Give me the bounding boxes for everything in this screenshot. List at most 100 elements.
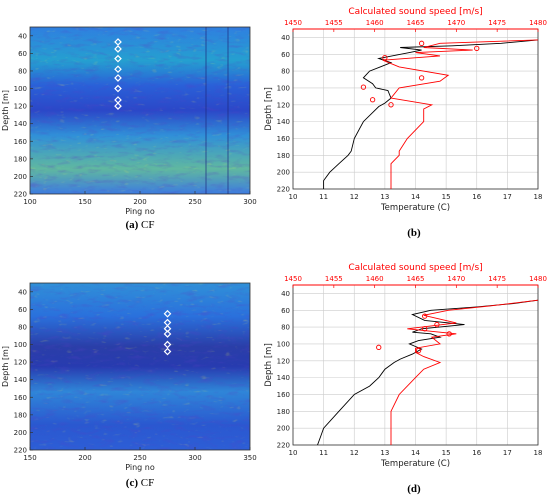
y-tick-label: 40 [18, 288, 27, 296]
profile-marker [360, 84, 367, 90]
caption-c: (c) CF [126, 477, 154, 489]
x-tick-label: 16 [472, 193, 481, 201]
y-tick-label: 220 [277, 186, 290, 194]
y-tick-label: 80 [281, 68, 290, 76]
y-tick-label: 100 [14, 85, 27, 93]
y-axis-label: Depth [m] [264, 343, 274, 387]
profile-marker [422, 313, 428, 319]
x-tick-label: 12 [350, 193, 359, 201]
top-tick-label: 1450 [284, 19, 302, 27]
y-tick-label: 160 [14, 138, 27, 146]
y-tick-label: 220 [277, 442, 290, 450]
x-tick-label: 10 [289, 449, 298, 457]
temperature-line [323, 39, 539, 189]
y-tick-label: 80 [18, 67, 27, 75]
y-tick-label: 140 [14, 376, 27, 384]
profile-marker [376, 344, 382, 350]
x-tick-label: 100 [23, 198, 36, 206]
y-tick-label: 200 [14, 429, 27, 437]
top-tick-label: 1470 [447, 19, 465, 27]
y-tick-label: 120 [14, 359, 27, 367]
x-axis-label: Ping no [125, 463, 155, 472]
y-tick-label: 160 [277, 135, 290, 143]
x-tick-label: 18 [534, 193, 543, 201]
y-tick-label: 40 [281, 34, 290, 42]
top-axis-title: Calculated sound speed [m/s] [348, 7, 482, 17]
x-tick-label: 17 [503, 193, 512, 201]
y-axis-label: Depth [m] [264, 87, 274, 131]
x-tick-label: 11 [319, 193, 328, 201]
diamond-marker [114, 38, 122, 46]
diamond-marker [114, 45, 122, 53]
top-tick-label: 1465 [407, 275, 425, 283]
temperature-line [317, 299, 539, 446]
x-tick-label: 15 [442, 193, 451, 201]
y-tick-label: 140 [277, 118, 290, 126]
profile-marker [418, 40, 425, 46]
x-tick-label: 11 [319, 449, 328, 457]
x-tick-label: 250 [188, 198, 201, 206]
x-tick-label: 18 [534, 449, 543, 457]
diamond-marker [114, 54, 122, 63]
y-tick-label: 220 [14, 191, 27, 199]
echogram-c-texture-bright [30, 283, 250, 450]
profile-marker [382, 54, 388, 61]
y-tick-label: 140 [277, 374, 290, 382]
y-axis-label: Depth [m] [1, 90, 10, 131]
y-tick-label: 200 [277, 425, 290, 433]
x-axis-label: Ping no [125, 207, 155, 216]
x-tick-label: 200 [133, 198, 146, 206]
y-tick-label: 80 [18, 323, 27, 331]
profile-marker [474, 45, 480, 52]
y-tick-label: 180 [14, 155, 27, 163]
panel-a: 100 150 200 250 300 40 60 80 100 120 140 160 180 200 2… [1, 26, 257, 231]
top-tick-label: 1460 [366, 19, 384, 27]
y-tick-label: 160 [277, 391, 290, 399]
diamond-marker [163, 347, 172, 356]
profile-marker [446, 331, 452, 337]
x-tick-label: 16 [472, 449, 481, 457]
x-tick-label: 12 [350, 449, 359, 457]
y-tick-label: 180 [277, 152, 290, 160]
diamond-marker [163, 330, 172, 338]
y-tick-label: 60 [18, 306, 27, 314]
y-tick-label: 180 [277, 408, 290, 416]
top-tick-label: 1480 [529, 275, 547, 283]
y-tick-label: 120 [14, 103, 27, 111]
echogram-a-texture-bright [30, 27, 250, 194]
profile-marker [369, 97, 376, 103]
top-tick-label: 1480 [529, 19, 547, 27]
y-tick-label: 100 [277, 340, 290, 348]
y-tick-label: 100 [14, 341, 27, 349]
y-tick-label: 120 [277, 101, 290, 109]
top-tick-label: 1465 [407, 19, 425, 27]
top-tick-label: 1475 [488, 275, 506, 283]
x-tick-label: 17 [503, 449, 512, 457]
x-tick-label: 350 [243, 454, 256, 462]
profile-marker [415, 348, 422, 354]
profile-marker [422, 326, 428, 332]
profile-marker [418, 75, 425, 81]
diamond-marker [163, 340, 172, 349]
y-tick-label: 200 [277, 169, 290, 177]
y-tick-label: 220 [14, 447, 27, 455]
x-tick-label: 10 [289, 193, 298, 201]
x-tick-label: 300 [188, 454, 201, 462]
top-tick-label: 1470 [447, 275, 465, 283]
sound-speed-line [390, 299, 539, 445]
panel-d: 10 11 12 13 14 15 16 17 18 Temperature (C) 1450 145… [264, 263, 547, 495]
caption-b: (b) [407, 227, 421, 239]
diamond-marker [114, 65, 122, 74]
x-tick-label: 150 [78, 198, 91, 206]
diamond-marker [163, 309, 172, 318]
panel-c: 150 200 250 300 350 40 60 80 100 120 140 160 180 200 2… [1, 282, 257, 489]
y-tick-label: 60 [281, 51, 290, 59]
x-tick-label: 15 [442, 449, 451, 457]
panel-b: 10 11 12 13 14 15 16 17 18 Temperature (C) 1450 145… [264, 7, 547, 239]
y-tick-label: 40 [18, 32, 27, 40]
x-axis-label: Temperature (C) [380, 459, 450, 469]
x-tick-label: 14 [411, 449, 420, 457]
top-tick-label: 1450 [284, 275, 302, 283]
top-tick-label: 1455 [325, 275, 343, 283]
